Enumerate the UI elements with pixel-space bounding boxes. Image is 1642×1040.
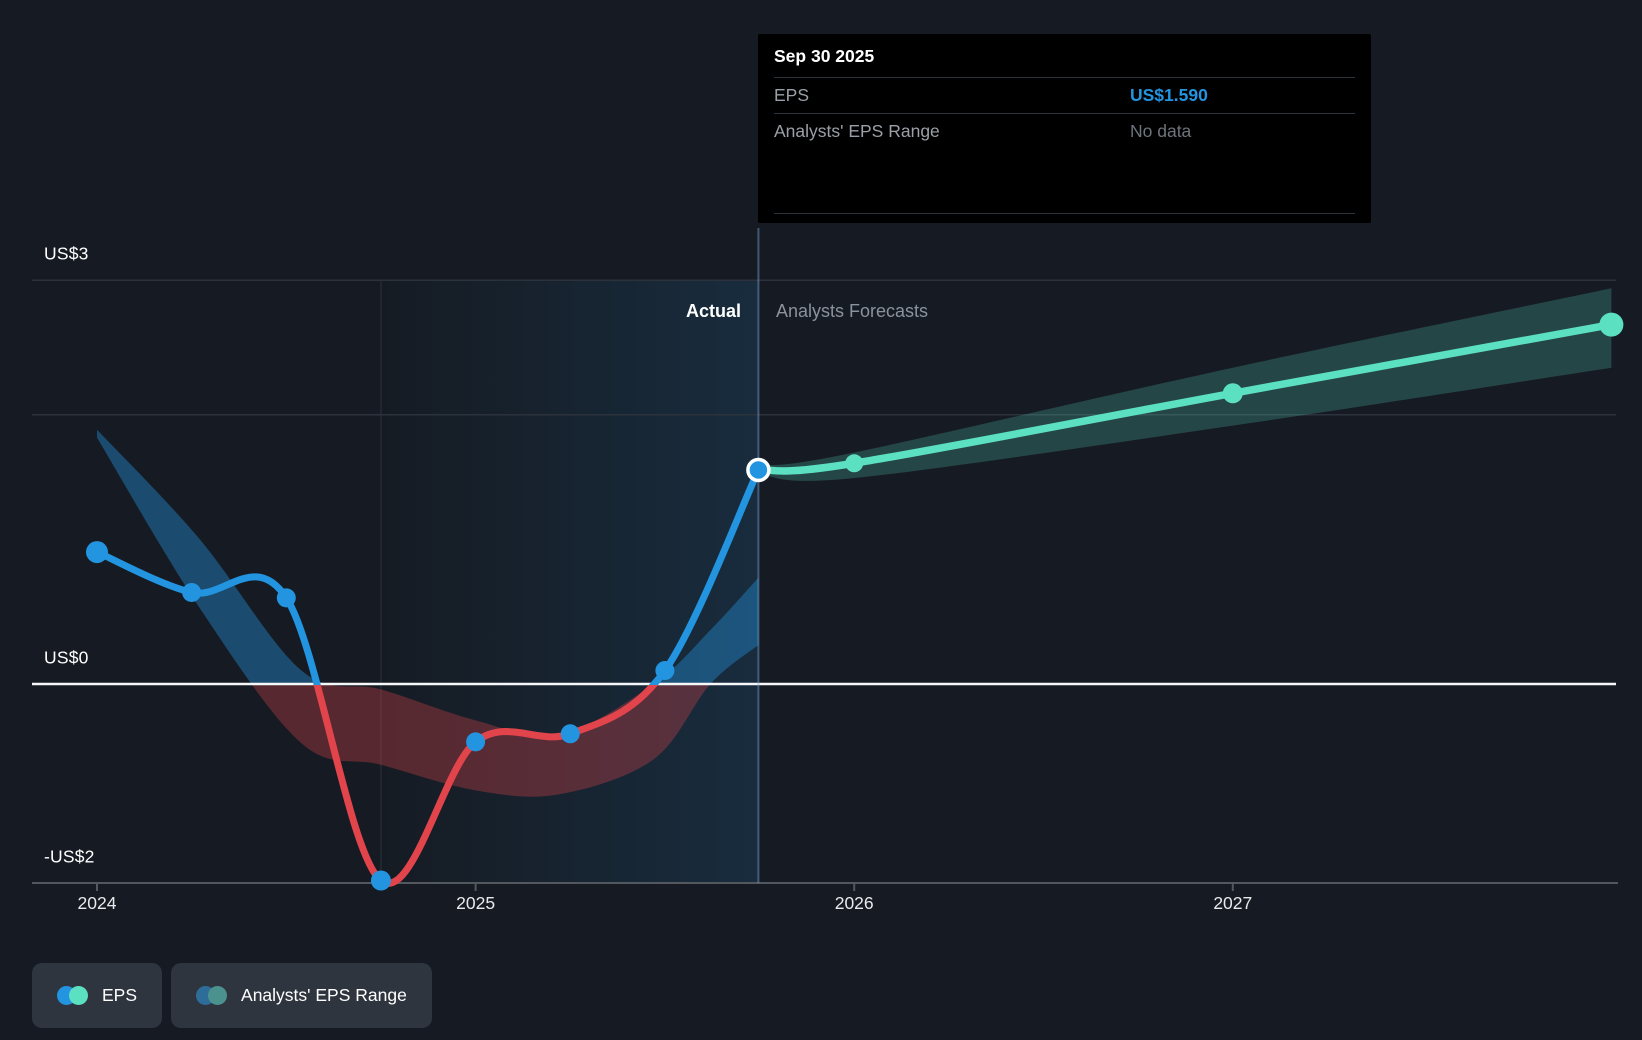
tooltip-divider xyxy=(774,213,1355,214)
eps-actual-point[interactable] xyxy=(466,732,486,752)
y-axis-label--US$2: -US$2 xyxy=(44,846,95,867)
y-axis-label-US$3: US$3 xyxy=(44,243,89,264)
eps-actual-point[interactable] xyxy=(86,541,108,564)
eps-series-icon xyxy=(57,986,88,1005)
eps-forecast-color-dot xyxy=(69,986,88,1005)
tooltip-date: Sep 30 2025 xyxy=(774,46,875,66)
tooltip-range-value: No data xyxy=(1130,121,1192,141)
eps-actual-point[interactable] xyxy=(370,870,391,891)
legend-eps-label: EPS xyxy=(102,985,138,1005)
y-axis-label-US$0: US$0 xyxy=(44,647,89,668)
eps-forecast-point[interactable] xyxy=(845,454,864,473)
legend-toggle-analysts-eps-range[interactable]: Analysts' EPS Range xyxy=(171,963,432,1028)
x-axis-label-2024: 2024 xyxy=(77,893,117,913)
eps-forecast-line xyxy=(754,320,1616,475)
eps-actual-point[interactable] xyxy=(182,582,202,602)
eps-selected-point[interactable] xyxy=(746,457,771,483)
actual-period-label: Actual xyxy=(685,301,741,321)
analysts-eps-range-band xyxy=(758,288,1612,481)
eps-forecast-point[interactable] xyxy=(1222,383,1243,404)
x-axis-label-2025: 2025 xyxy=(456,893,496,913)
tooltip-divider xyxy=(774,77,1355,78)
eps-actual-point[interactable] xyxy=(276,588,296,608)
eps-actual-line-negative xyxy=(313,685,659,887)
past-year-highlight xyxy=(380,280,759,883)
x-axis-label-2026: 2026 xyxy=(834,893,874,913)
eps-actual-point[interactable] xyxy=(655,661,675,681)
eps-actual-point[interactable] xyxy=(560,724,580,744)
eps-range-series-icon xyxy=(196,986,228,1005)
tooltip-eps-value: US$1.590 xyxy=(1130,85,1208,105)
tooltip-row-range: Analysts' EPS Range No data xyxy=(774,114,1355,149)
chart-tooltip: Sep 30 2025 EPS US$1.590 Analysts' EPS R… xyxy=(758,34,1371,223)
tooltip-divider xyxy=(774,113,1355,114)
tooltip-range-label: Analysts' EPS Range xyxy=(774,121,940,141)
legend-range-label: Analysts' EPS Range xyxy=(241,985,407,1005)
legend-toggle-eps[interactable]: EPS xyxy=(32,963,163,1028)
eps-trend-band-positive xyxy=(97,429,759,685)
range-forecast-color-dot xyxy=(208,986,228,1005)
eps-forecast-point[interactable] xyxy=(1599,312,1624,337)
x-axis-label-2027: 2027 xyxy=(1213,893,1253,913)
chart-legend: EPS Analysts' EPS Range xyxy=(32,963,432,1028)
tooltip-eps-label: EPS xyxy=(774,85,810,105)
forecast-period-label: Analysts Forecasts xyxy=(776,301,929,321)
tooltip-row-eps: EPS US$1.590 xyxy=(774,78,1355,113)
